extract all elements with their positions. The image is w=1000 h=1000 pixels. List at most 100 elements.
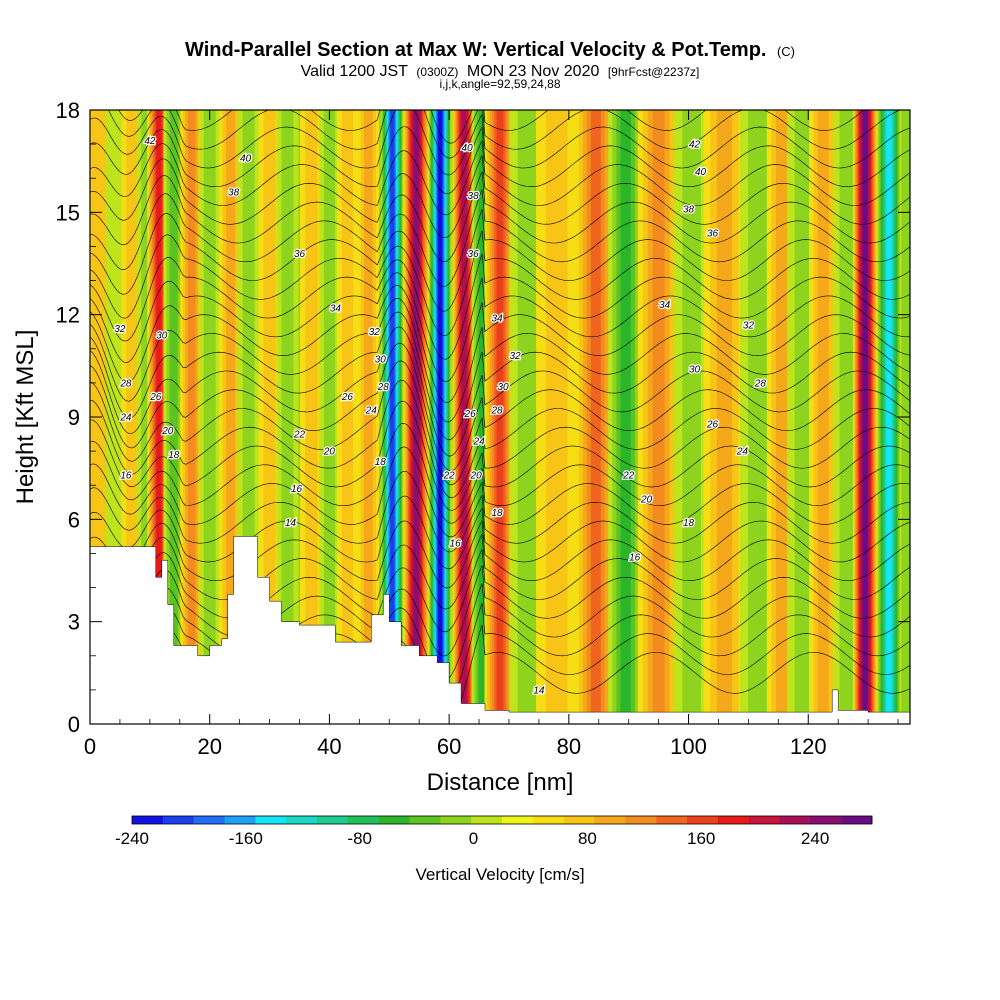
velocity-band (169, 110, 178, 724)
theta-contour-label: 26 (464, 409, 477, 420)
chart-title: Wind-Parallel Section at Max W: Vertical… (185, 39, 795, 61)
theta-contour-label: 18 (375, 457, 387, 468)
theta-contour-label: 24 (119, 413, 132, 424)
velocity-band (620, 110, 631, 724)
theta-contour (90, 470, 910, 553)
velocity-band (323, 110, 336, 724)
theta-contour-label: 22 (293, 430, 306, 441)
velocity-band (438, 110, 443, 724)
velocity-band (281, 110, 294, 724)
colorbar-swatch (471, 816, 503, 824)
theta-contour (90, 253, 910, 360)
theta-contour-label: 16 (450, 539, 462, 550)
theta-contour-label: 42 (144, 136, 156, 147)
theta-contour-label: 30 (689, 365, 701, 376)
theta-contour (90, 230, 910, 336)
terrain-mask (90, 536, 910, 724)
theta-contour (90, 297, 910, 423)
colorbar-swatch (132, 816, 164, 824)
y-tick-label: 9 (68, 405, 80, 430)
theta-contour-label: 28 (490, 406, 503, 417)
theta-contour-label: 36 (707, 228, 719, 239)
x-axis: 0 20 40 60 80 100 120 (84, 110, 899, 759)
velocity-band (141, 110, 153, 724)
colorbar-swatch (625, 816, 657, 824)
velocity-band (478, 110, 486, 724)
colorbar-swatch (162, 816, 194, 824)
colorbar-swatch (286, 816, 318, 824)
velocity-band (716, 110, 733, 724)
vertical-velocity-field (90, 110, 902, 724)
theta-contour-label: 16 (629, 552, 641, 563)
y-tick-label: 6 (68, 507, 80, 532)
theta-contour-label: 30 (375, 355, 387, 366)
x-tick-label: 100 (670, 734, 707, 759)
colorbar-swatch (656, 816, 688, 824)
velocity-band (461, 110, 467, 724)
theta-contour-label: 20 (323, 447, 336, 458)
y-axis-label: Height [Kft MSL] (12, 330, 39, 505)
colorbar-swatch (717, 816, 749, 824)
x-tick-label: 20 (197, 734, 221, 759)
theta-contour (90, 360, 910, 486)
theta-contour-label: 20 (161, 426, 174, 437)
x-tick-label: 120 (790, 734, 827, 759)
theta-contour (90, 422, 910, 524)
theta-contour-label: 34 (330, 303, 342, 314)
y-tick-label: 0 (68, 712, 80, 737)
theta-contour-label: 40 (240, 153, 252, 164)
colorbar-swatch (563, 816, 595, 824)
theta-contour-label: 28 (754, 378, 767, 389)
theta-contour-label: 32 (509, 351, 521, 362)
theta-contour-label: 26 (706, 419, 719, 430)
subtitle-valid: Valid 1200 JST (301, 63, 409, 80)
theta-contour-label: 14 (285, 518, 297, 529)
theta-contour (90, 342, 910, 472)
velocity-band (794, 110, 810, 724)
theta-contour (90, 326, 910, 457)
velocity-band (775, 110, 787, 724)
subtitle-forecast: [9hrFcst@2237z] (608, 65, 700, 79)
velocity-band (496, 110, 504, 724)
velocity-band (414, 110, 419, 724)
chart-subtitle: Valid 1200 JST (0300Z) MON 23 Nov 2020 [… (301, 63, 700, 80)
velocity-band (126, 110, 138, 724)
theta-contour (90, 311, 910, 441)
theta-contour-label: 24 (736, 447, 749, 458)
theta-contour-labels: 42 40 38 36 34 32 30 28 26 24 20 18 16 22 20 26 24 32 30 28… (113, 135, 768, 698)
theta-contour-label: 24 (365, 406, 378, 417)
colorbar-tick-label: 80 (578, 829, 597, 848)
theta-contour (90, 110, 910, 176)
x-tick-label: 60 (437, 734, 461, 759)
y-tick-label: 18 (56, 98, 80, 123)
subtitle-utc: (0300Z) (416, 65, 458, 79)
velocity-band (226, 110, 236, 724)
theta-contour-label: 14 (533, 685, 545, 696)
theta-contour (90, 379, 910, 499)
theta-contour-label: 26 (341, 392, 354, 403)
theta-contour (90, 400, 910, 511)
theta-contour-label: 26 (149, 392, 162, 403)
theta-contour (90, 565, 910, 657)
theta-contour (90, 533, 910, 610)
theta-contour-label: 40 (462, 143, 474, 154)
theta-contour (90, 285, 910, 403)
subtitle-date: MON 23 Nov 2020 (467, 63, 600, 80)
theta-contour (90, 155, 910, 238)
theta-contour (90, 446, 910, 538)
colorbar-tick-label: 160 (687, 829, 715, 848)
colorbar-tick-label: -240 (115, 829, 149, 848)
theta-contour-label: 38 (468, 191, 480, 202)
theta-contour-label: 34 (491, 314, 503, 325)
theta-contour (90, 519, 910, 589)
colorbar-swatch (594, 816, 626, 824)
theta-contour (90, 139, 910, 216)
theta-contour-label: 38 (228, 187, 240, 198)
colorbar-frame (131, 815, 873, 825)
colorbar-swatch (317, 816, 349, 824)
velocity-band (364, 110, 373, 724)
colorbar-swatch (841, 816, 873, 824)
colorbar-swatch (810, 816, 842, 824)
velocity-band (839, 110, 855, 724)
